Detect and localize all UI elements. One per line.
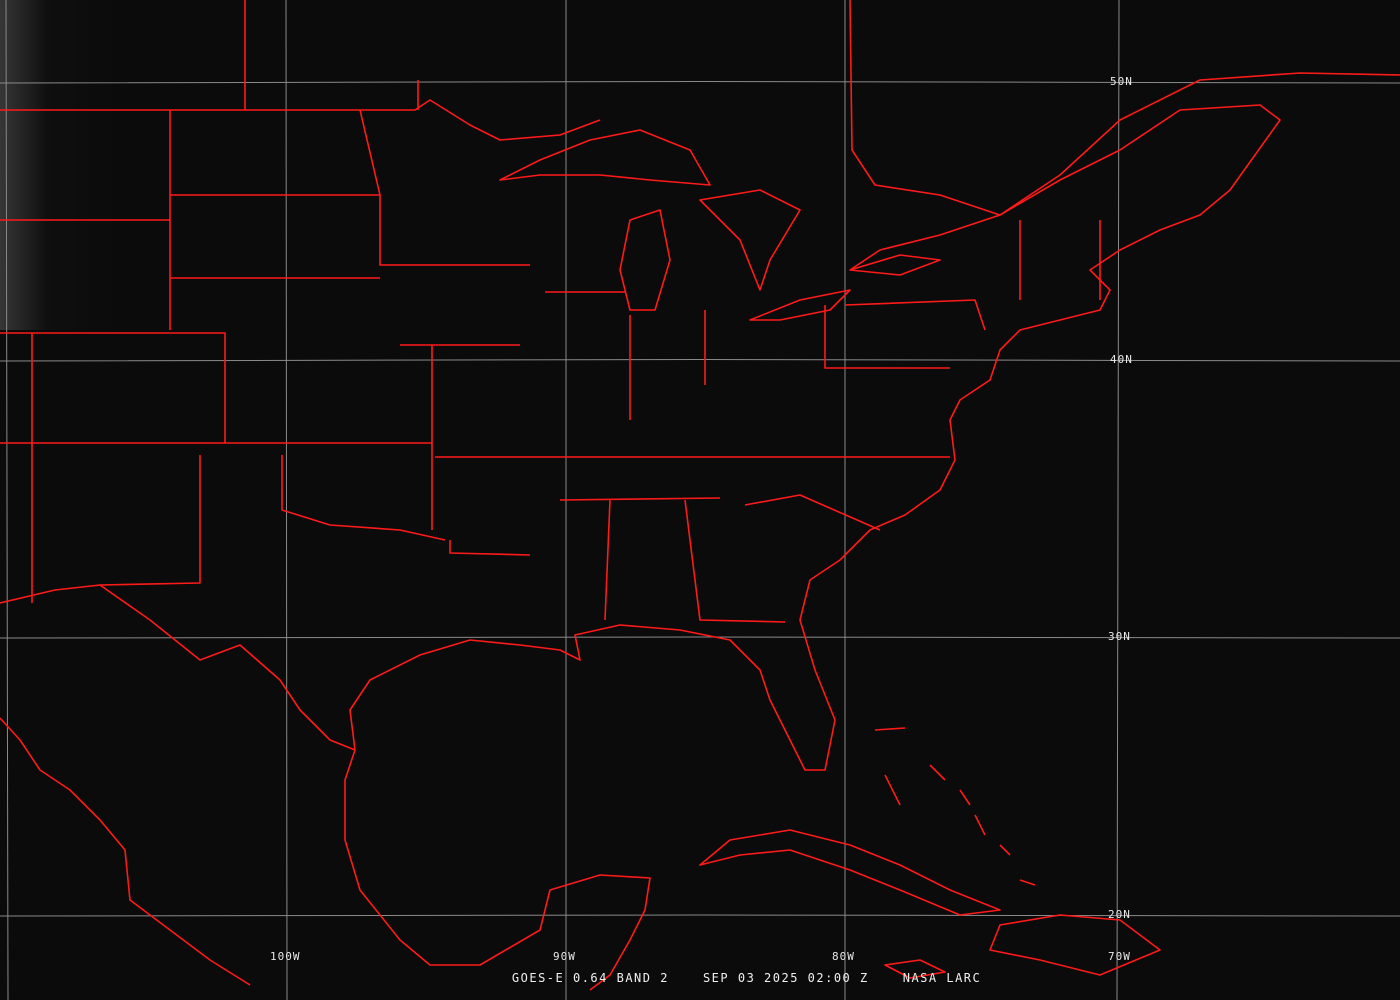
cuba [699, 829, 1001, 916]
gridline-20n [0, 914, 1400, 917]
lat-label-20n: 20N [1108, 908, 1131, 921]
lake-michigan [619, 209, 671, 311]
satellite-band: GOES-E 0.64 BAND 2 [511, 971, 669, 985]
gridline-70w [1116, 0, 1120, 1000]
bahamas [874, 727, 1036, 886]
st-lawrence-north-shore [999, 72, 1400, 216]
gridline-100w [285, 0, 288, 1000]
lat-label-30n: 30N [1108, 630, 1131, 643]
lake-ontario [849, 254, 941, 276]
canada-border-east [849, 0, 1001, 216]
state-borders [0, 0, 1101, 623]
lat-label-50n: 50N [1110, 75, 1133, 88]
hispaniola [989, 914, 1161, 976]
lon-label-90w: 90W [553, 950, 576, 963]
jamaica [884, 959, 946, 979]
lon-label-100w: 100W [270, 950, 301, 963]
terminator-glow [0, 0, 120, 330]
gridline-40n [0, 359, 1400, 362]
mexico-gulf-coast [344, 749, 651, 991]
gridline-30n [0, 636, 1400, 639]
lon-label-70w: 70W [1108, 950, 1131, 963]
lake-erie [749, 289, 851, 321]
us-canada-border [0, 99, 601, 141]
us-coastline [349, 104, 1281, 771]
lake-superior [499, 129, 711, 186]
gridline-110w [5, 0, 9, 1000]
image-caption: GOES-E 0.64 BAND 2 SEP 03 2025 02:00 Z NAS… [477, 957, 1015, 999]
image-datetime: SEP 03 2025 02:00 Z [702, 971, 869, 985]
gridline-50n [0, 81, 1400, 84]
lon-label-80w: 80W [832, 950, 855, 963]
lake-huron [699, 189, 801, 291]
lat-label-40n: 40N [1110, 353, 1133, 366]
us-mexico-border [0, 584, 356, 751]
image-credit: NASA LARC [902, 971, 982, 985]
mexico-pacific-coast [0, 717, 251, 986]
